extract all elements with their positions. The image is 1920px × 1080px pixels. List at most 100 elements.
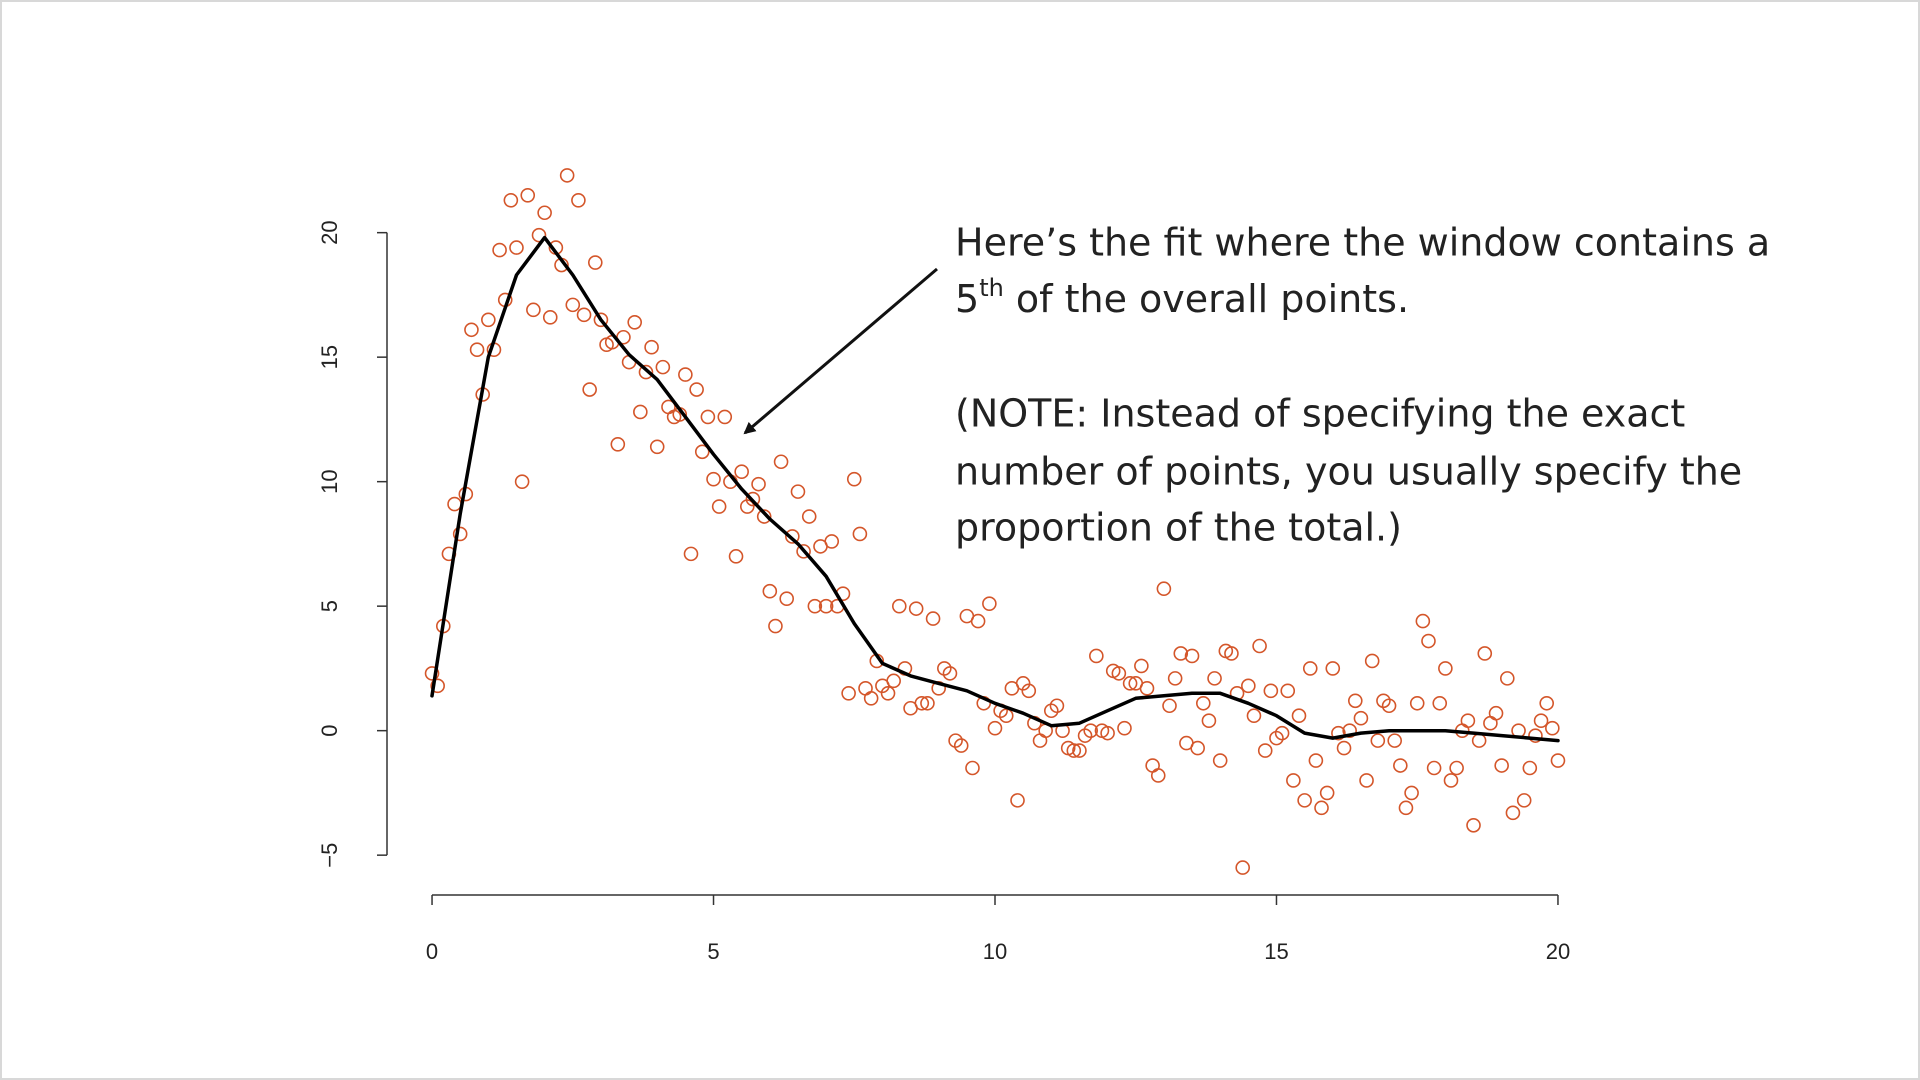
data-point [824, 534, 840, 549]
data-point [779, 591, 795, 606]
data-point [1545, 720, 1560, 736]
data-point [1550, 753, 1566, 768]
data-point [908, 601, 924, 616]
data-point [1494, 758, 1509, 773]
data-point [593, 312, 609, 328]
data-point [1021, 683, 1037, 699]
y-tick-label: 5 [317, 600, 342, 612]
data-point [1224, 646, 1239, 661]
annotation-arrow [743, 267, 938, 435]
data-point [531, 227, 547, 243]
data-point [1072, 743, 1087, 758]
note-line: number of points, you usually specify th… [955, 450, 1742, 494]
data-point [1347, 693, 1363, 709]
data-point [751, 476, 766, 492]
data-point [1297, 793, 1312, 808]
data-point [1331, 725, 1346, 741]
data-point [987, 720, 1003, 736]
data-point [1499, 671, 1515, 686]
data-point [1207, 671, 1222, 686]
data-point [1162, 698, 1177, 714]
data-point [1235, 860, 1251, 875]
data-point [1100, 725, 1115, 741]
data-point [1432, 695, 1448, 711]
data-point [1319, 785, 1335, 801]
data-point [424, 666, 440, 681]
data-point [1302, 661, 1318, 676]
data-point [1184, 648, 1200, 664]
y-tick-label: 15 [317, 345, 342, 369]
data-point [1336, 740, 1352, 756]
annotation-line: Here’s the fit where the window contains… [955, 221, 1770, 265]
fit-line [430, 235, 1560, 743]
data-point [1359, 773, 1374, 788]
data-point [1241, 678, 1256, 694]
data-point [745, 491, 761, 507]
data-point [1528, 728, 1543, 743]
data-point [807, 598, 823, 614]
data-point [694, 444, 710, 460]
data-point [571, 192, 586, 208]
data-point [717, 409, 733, 425]
data-point [891, 598, 907, 614]
data-point [1404, 785, 1419, 801]
data-point [638, 364, 654, 380]
data-point [430, 678, 445, 694]
data-point [1421, 633, 1436, 649]
data-point [942, 666, 958, 681]
data-point [514, 474, 530, 489]
data-point [587, 255, 603, 270]
data-point [1139, 681, 1155, 696]
data-point [644, 339, 659, 355]
data-point [492, 242, 507, 258]
data-point [796, 544, 811, 559]
data-point [1066, 743, 1082, 758]
data-point [689, 382, 704, 397]
data-point [582, 382, 597, 397]
data-point [1533, 713, 1549, 729]
data-point [1201, 713, 1217, 729]
data-point [1257, 743, 1273, 758]
data-point [576, 307, 592, 323]
data-point [1314, 800, 1329, 816]
data-point [1415, 613, 1431, 629]
data-point [1370, 733, 1386, 748]
data-point [734, 464, 749, 480]
data-point [1280, 683, 1296, 699]
annotation-text: 5 [955, 277, 979, 321]
data-point [1150, 768, 1166, 783]
data-point [520, 188, 536, 203]
data-point [1167, 671, 1183, 686]
data-point [846, 471, 862, 487]
data-point [1089, 648, 1104, 664]
data-point [1117, 720, 1132, 736]
data-point [633, 404, 648, 420]
data-point [678, 367, 693, 382]
data-point [452, 526, 468, 542]
data-point [1364, 653, 1380, 669]
data-point [700, 409, 716, 425]
data-point [1539, 695, 1555, 711]
data-point [1387, 733, 1403, 748]
data-point [790, 484, 806, 499]
data-point [1438, 661, 1453, 676]
data-point [728, 549, 744, 564]
data-point [1308, 753, 1324, 768]
data-point [768, 618, 783, 634]
data-point [1477, 646, 1493, 661]
data-point [503, 192, 519, 208]
data-point [542, 310, 558, 325]
data-point [1195, 695, 1211, 711]
x-tick-label: 0 [426, 939, 438, 964]
data-point [1212, 753, 1228, 768]
data-point [711, 499, 727, 514]
data-point [1381, 698, 1397, 714]
annotation-text: of the overall points. [1004, 277, 1409, 321]
data-point [509, 240, 524, 255]
data-point [1134, 658, 1149, 674]
data-point [920, 695, 935, 711]
data-point [559, 168, 575, 183]
